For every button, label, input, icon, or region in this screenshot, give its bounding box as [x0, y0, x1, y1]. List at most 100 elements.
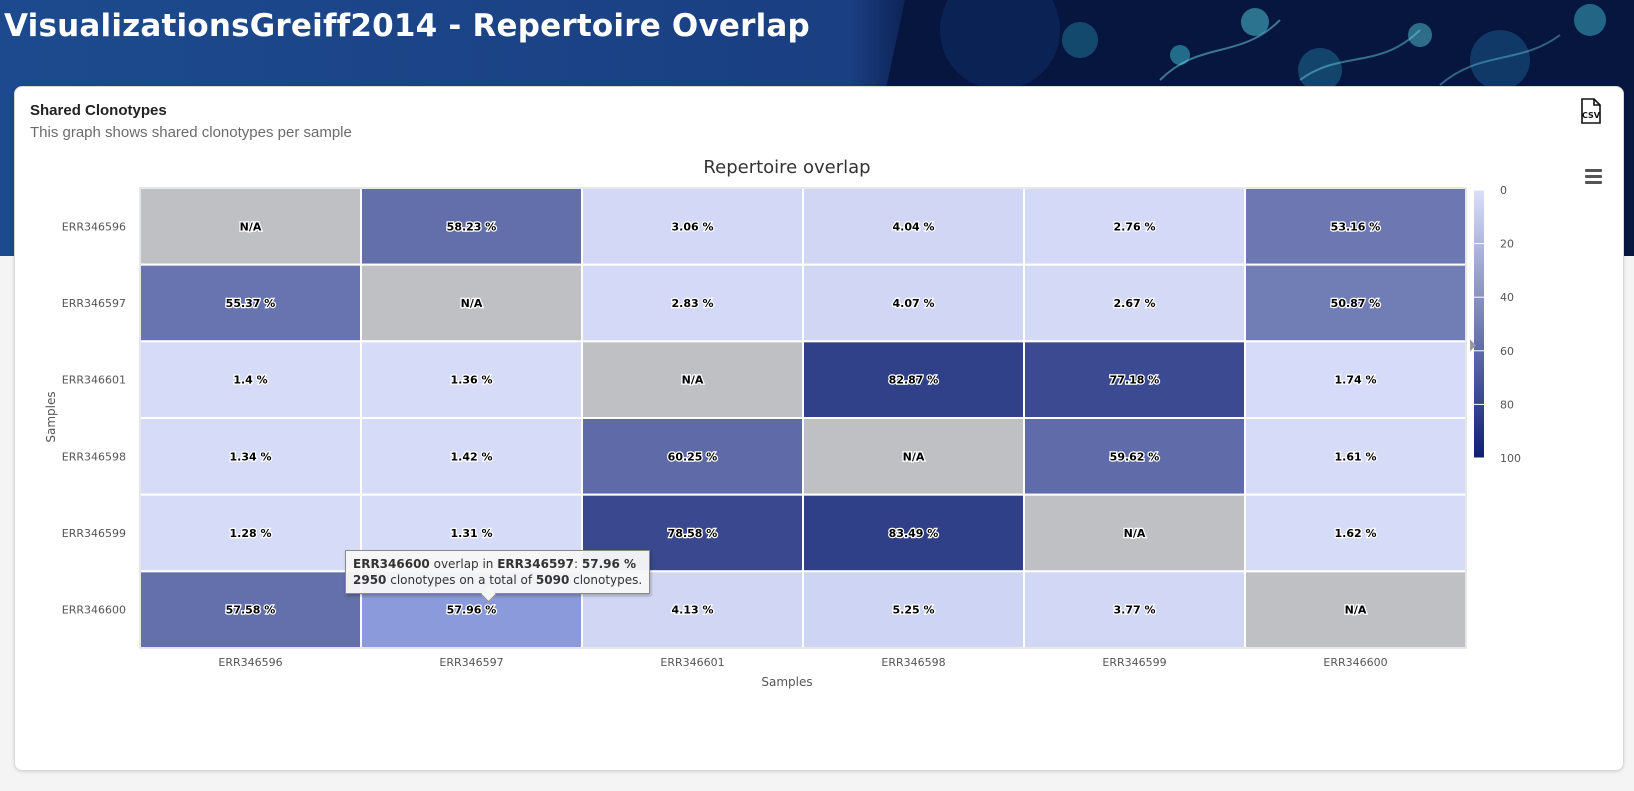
- heatmap-cell[interactable]: [139, 263, 362, 343]
- heatmap-cell-label: 1.31 %: [451, 527, 493, 540]
- heatmap-cell[interactable]: [802, 570, 1025, 650]
- heatmap-cell-label: 55.37 %: [226, 297, 276, 310]
- heatmap-cell-label: 82.87 %: [889, 374, 939, 387]
- heatmap-cell[interactable]: [139, 417, 362, 496]
- color-legend-bar: [1474, 190, 1484, 458]
- heatmap-cell[interactable]: [139, 570, 362, 650]
- legend-tick-label: 40: [1500, 291, 1514, 304]
- card-subtitle: This graph shows shared clonotypes per s…: [30, 124, 352, 141]
- x-tick-label: ERR346600: [1323, 656, 1387, 669]
- legend-tick-label: 100: [1500, 452, 1521, 465]
- chart-title: Repertoire overlap: [703, 157, 870, 178]
- heatmap-cell-label: 3.77 %: [1114, 604, 1156, 617]
- tooltip-target: ERR346597: [497, 557, 575, 571]
- heatmap-cell[interactable]: [1244, 187, 1467, 266]
- heatmap-cell[interactable]: [1023, 187, 1246, 266]
- csv-download-button[interactable]: CSV: [1579, 98, 1603, 124]
- heatmap-cell[interactable]: [581, 417, 804, 496]
- heatmap-cell-label: 57.96 %: [447, 604, 497, 617]
- heatmap-cell-label: 1.36 %: [451, 374, 493, 387]
- page-title: VisualizationsGreiff2014 - Repertoire Ov…: [4, 8, 810, 44]
- heatmap-cell[interactable]: [581, 187, 804, 266]
- legend-tick-label: 20: [1500, 238, 1514, 251]
- heatmap-cell[interactable]: [1023, 417, 1246, 496]
- heatmap-cell[interactable]: [1023, 263, 1246, 343]
- x-tick-label: ERR346598: [881, 656, 945, 669]
- shared-clonotypes-card: Shared Clonotypes This graph shows share…: [14, 86, 1624, 771]
- x-tick-label: ERR346599: [1102, 656, 1166, 669]
- heatmap-cell-label: 1.4 %: [233, 374, 267, 387]
- x-axis-title: Samples: [761, 675, 812, 689]
- heatmap-cell-label: 83.49 %: [889, 527, 939, 540]
- y-tick-label: ERR346598: [62, 450, 126, 463]
- legend-tick-label: 60: [1500, 345, 1514, 358]
- tooltip-percent: 57.96 %: [581, 557, 637, 571]
- x-tick-label: ERR346597: [439, 656, 503, 669]
- plot-border: [139, 187, 1467, 649]
- heatmap-cell-label: 3.06 %: [672, 220, 714, 233]
- y-tick-label: ERR346596: [62, 220, 126, 233]
- x-tick-label: ERR346601: [660, 656, 724, 669]
- heatmap-cell-label: 60.25 %: [668, 450, 718, 463]
- heatmap-cell-label: 1.74 %: [1335, 374, 1377, 387]
- hamburger-menu-icon: [1585, 169, 1602, 184]
- tooltip-total: 5090: [535, 573, 570, 587]
- legend-tick-label: 80: [1500, 398, 1514, 411]
- tooltip-sample: ERR346600: [353, 557, 430, 571]
- heatmap-cell-label: N/A: [461, 297, 483, 310]
- heatmap-cell-label: 59.62 %: [1110, 450, 1160, 463]
- heatmap-cell[interactable]: [139, 187, 362, 266]
- heatmap-cell-label: 50.87 %: [1331, 297, 1381, 310]
- x-tick-label: ERR346596: [218, 656, 282, 669]
- heatmap-cell-label: 78.58 %: [668, 527, 718, 540]
- heatmap-cell-label: 2.83 %: [672, 297, 714, 310]
- tooltip-separator: :: [574, 557, 582, 571]
- heatmap-cell[interactable]: [1023, 570, 1246, 650]
- heatmap-cell-label: 2.67 %: [1114, 297, 1156, 310]
- tooltip-line-2: 2950 clonotypes on a total of 5090 clono…: [353, 572, 642, 588]
- tooltip-line-1: ERR346600 overlap in ERR346597: 57.96 %: [353, 556, 642, 572]
- csv-file-icon: CSV: [1581, 98, 1601, 124]
- heatmap-cell[interactable]: [1023, 493, 1246, 573]
- heatmap-cell-label: 1.61 %: [1335, 450, 1377, 463]
- heatmap-cell[interactable]: [360, 340, 583, 419]
- y-tick-label: ERR346599: [62, 527, 126, 540]
- heatmap-cell[interactable]: [1244, 493, 1467, 573]
- heatmap-cell-label: N/A: [682, 374, 704, 387]
- heatmap-cell-label: 58.23 %: [447, 220, 497, 233]
- heatmap-cell-label: 5.25 %: [893, 604, 935, 617]
- heatmap-cell[interactable]: [802, 263, 1025, 343]
- heatmap-cell[interactable]: [360, 417, 583, 496]
- heatmap-cell-label: 2.76 %: [1114, 220, 1156, 233]
- heatmap-cell-label: 4.13 %: [672, 604, 714, 617]
- card-title: Shared Clonotypes: [30, 102, 167, 119]
- tooltip-text-end: clonotypes.: [569, 573, 643, 587]
- heatmap-cell-label: N/A: [903, 450, 925, 463]
- heatmap-cell-label: N/A: [240, 220, 262, 233]
- heatmap-cell[interactable]: [802, 340, 1025, 419]
- heatmap-cell-label: 1.28 %: [230, 527, 272, 540]
- heatmap-cell-label: 53.16 %: [1331, 220, 1381, 233]
- heatmap-cell[interactable]: [1244, 570, 1467, 650]
- y-tick-label: ERR346601: [62, 374, 126, 387]
- heatmap-cell-label: 1.34 %: [230, 450, 272, 463]
- cell-tooltip: ERR346600 overlap in ERR346597: 57.96 % …: [345, 550, 651, 603]
- tooltip-overlap-in: overlap in: [429, 557, 498, 571]
- tooltip-text-mid: clonotypes on a total of: [386, 573, 536, 587]
- heatmap-cell[interactable]: [802, 187, 1025, 266]
- heatmap-cell-label: 1.42 %: [451, 450, 493, 463]
- repertoire-overlap-heatmap: Repertoire overlap N/A 58.23 % 3.06 % 4.04 …: [44, 157, 1521, 689]
- legend-tick-label: 0: [1500, 184, 1507, 197]
- legend-hover-marker: [1470, 339, 1476, 352]
- svg-text:CSV: CSV: [1582, 111, 1601, 120]
- heatmap-cell[interactable]: [1244, 417, 1467, 496]
- tooltip-shared: 2950: [353, 573, 387, 587]
- heatmap-cell-label: 57.58 %: [226, 604, 276, 617]
- heatmap-cell-label: 4.04 %: [893, 220, 935, 233]
- heatmap-cell[interactable]: [1023, 340, 1246, 419]
- heatmap-cell-label: 4.07 %: [893, 297, 935, 310]
- heatmap-cell[interactable]: [802, 493, 1025, 573]
- y-tick-label: ERR346600: [62, 604, 126, 617]
- heatmap-cell-label: 77.18 %: [1110, 374, 1160, 387]
- chart-menu-button[interactable]: [1583, 166, 1605, 186]
